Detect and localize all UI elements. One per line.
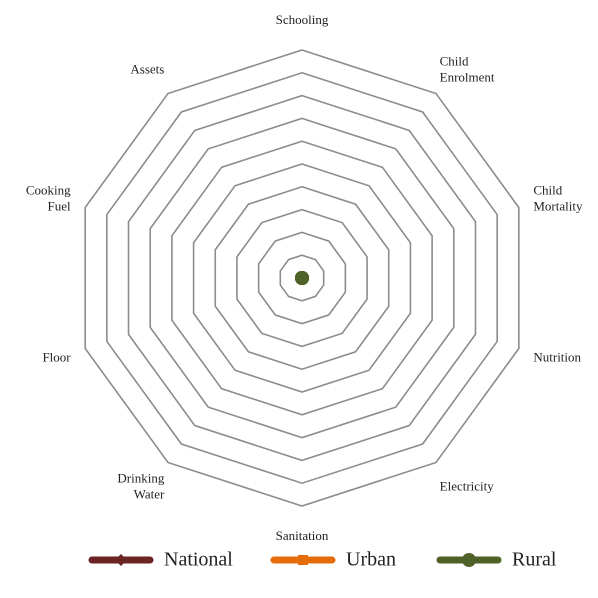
grid-ring bbox=[257, 231, 347, 325]
grid-ring bbox=[236, 208, 368, 348]
grid-ring bbox=[214, 185, 390, 371]
axis-label: Floor bbox=[42, 350, 71, 365]
axis-label: Child Mortality bbox=[533, 182, 583, 213]
axis-label: Drinking Water bbox=[117, 471, 165, 502]
legend-marker bbox=[115, 554, 127, 566]
legend-label: Urban bbox=[346, 549, 396, 571]
axis-label: Child Enrolment bbox=[440, 53, 495, 84]
grid-ring bbox=[171, 140, 433, 416]
grid-ring bbox=[149, 117, 455, 439]
grid-ring bbox=[84, 49, 520, 507]
axis-label: Sanitation bbox=[276, 528, 329, 543]
axis-label: Schooling bbox=[276, 12, 329, 27]
data-point bbox=[295, 271, 309, 285]
axis-label: Nutrition bbox=[533, 350, 581, 365]
grid-ring bbox=[192, 163, 412, 393]
grid-ring bbox=[279, 254, 325, 302]
legend-label: National bbox=[164, 549, 233, 571]
axis-label: Electricity bbox=[440, 479, 495, 494]
axis-label: Assets bbox=[130, 61, 164, 76]
grid-ring bbox=[106, 71, 498, 485]
axis-label: Cooking Fuel bbox=[26, 182, 71, 213]
legend-label: Rural bbox=[512, 549, 557, 571]
legend-marker bbox=[298, 555, 308, 565]
grid-ring bbox=[127, 94, 477, 462]
legend-marker bbox=[462, 553, 476, 567]
